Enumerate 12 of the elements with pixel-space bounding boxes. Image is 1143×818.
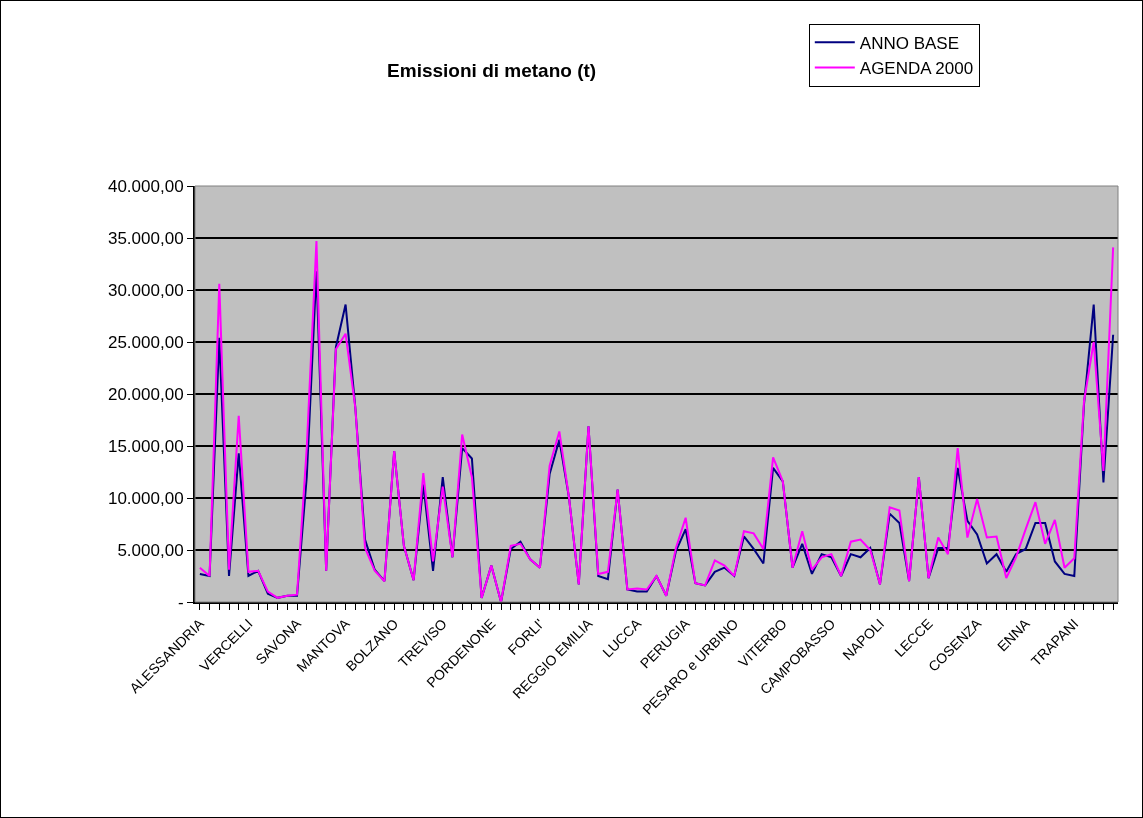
y-tick-label: 20.000,00 (107, 384, 184, 404)
y-tick-label: 25.000,00 (107, 332, 184, 352)
y-tick-label: - (177, 592, 184, 612)
y-tick-label: 30.000,00 (107, 280, 184, 300)
legend-label: AGENDA 2000 (859, 59, 974, 79)
y-tick-label: 40.000,00 (107, 176, 184, 196)
y-tick-label: 10.000,00 (107, 488, 184, 508)
y-tick-label: 5.000,00 (117, 540, 184, 560)
chart-title: Emissioni di metano (t) (387, 60, 597, 82)
y-tick-label: 35.000,00 (107, 228, 184, 248)
legend-label: ANNO BASE (859, 33, 959, 53)
y-tick-label: 15.000,00 (107, 436, 184, 456)
